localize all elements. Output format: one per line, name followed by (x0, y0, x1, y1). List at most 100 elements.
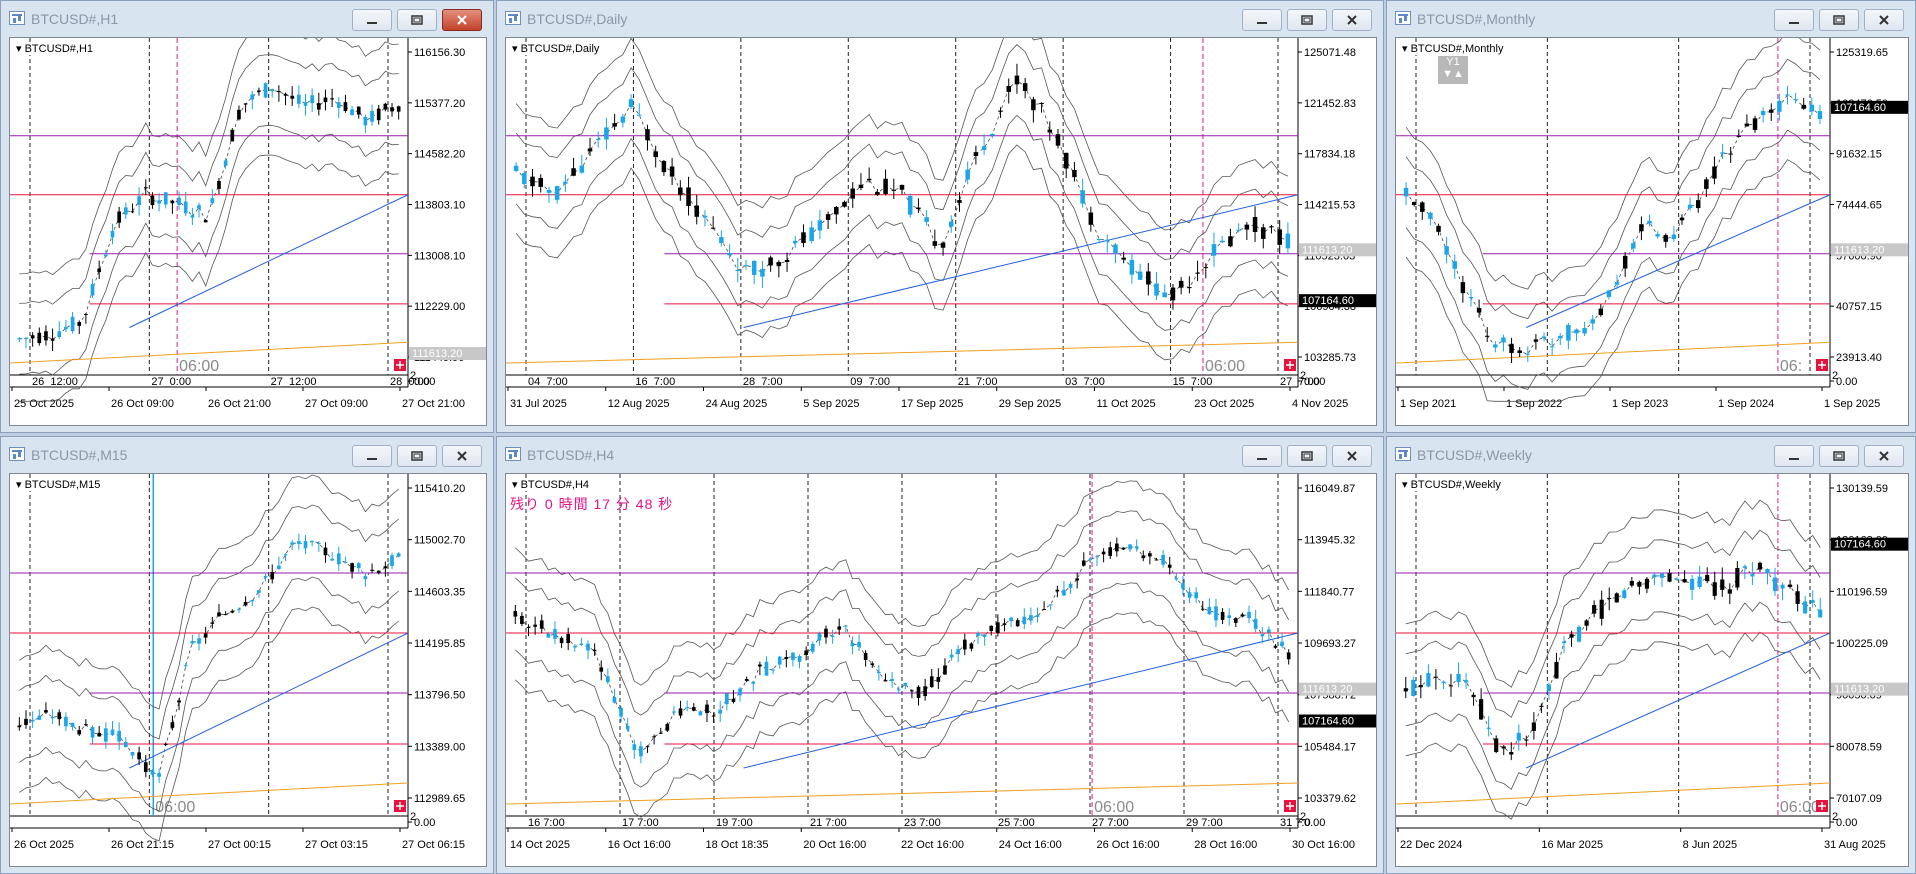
price-label: 114582.20 (414, 149, 465, 161)
window-titlebar[interactable]: BTCUSD#,M15 (1, 437, 493, 473)
session-time-label: 06:00 (1780, 799, 1820, 816)
candle-body (30, 719, 35, 722)
maximize-button[interactable] (1287, 445, 1327, 467)
indicator-scale-label: 2 (1300, 811, 1306, 823)
close-button[interactable] (1864, 9, 1904, 31)
time-label: 27 Oct 00:15 (208, 839, 271, 851)
session-time-label: 06:00 (1205, 358, 1245, 375)
candle-body (1486, 727, 1491, 729)
candle-body (1750, 574, 1755, 577)
candle-body (1501, 337, 1506, 343)
close-button[interactable] (1864, 445, 1904, 467)
trend-line[interactable] (10, 782, 409, 805)
maximize-button[interactable] (397, 9, 437, 31)
chart-window-h1[interactable]: BTCUSD#,H1 116156.30 115377.20 114582.20 113… (0, 0, 494, 433)
chart-area[interactable]: 125071.48121452.83117834.18114215.531105… (505, 37, 1377, 426)
trend-line[interactable] (10, 341, 409, 364)
period-label: 15_7:00 (1173, 376, 1213, 388)
candle-body (936, 677, 941, 682)
trend-line[interactable] (129, 632, 409, 769)
candle-body (1695, 200, 1701, 209)
window-title: BTCUSD#,H4 (527, 447, 615, 463)
period-selector-widget[interactable]: Y1 ▼▲ (1438, 56, 1468, 84)
chart-area[interactable]: 125319.65108476.5091632.1574444.6557600.… (1395, 37, 1909, 426)
maximize-button[interactable] (397, 445, 437, 467)
chart-window-h4[interactable]: BTCUSD#,H4 116049.87 113945.32 111840.77 109… (496, 436, 1384, 874)
minimize-button[interactable] (352, 445, 392, 467)
trend-line[interactable] (743, 194, 1299, 328)
candle-body (1403, 688, 1408, 692)
price-label: 114603.35 (414, 586, 465, 598)
window-titlebar[interactable]: BTCUSD#,Weekly (1387, 437, 1915, 473)
window-titlebar[interactable]: BTCUSD#,Monthly (1387, 1, 1915, 37)
period-label: 27_0:00 (151, 376, 191, 388)
trend-line[interactable] (506, 782, 1299, 805)
close-button[interactable] (1332, 9, 1372, 31)
minimize-button[interactable] (1242, 445, 1282, 467)
minimize-button[interactable] (352, 9, 392, 31)
trend-line[interactable] (506, 341, 1299, 364)
candle-body (263, 575, 268, 578)
price-label: 110196.59 (1836, 586, 1887, 598)
candle-body (163, 743, 168, 745)
time-label: 31 Jul 2025 (510, 398, 567, 410)
candle-body (290, 542, 295, 545)
candle-body (949, 221, 954, 227)
trend-line[interactable] (1525, 194, 1831, 328)
maximize-button[interactable] (1287, 9, 1327, 31)
trend-line[interactable] (1396, 782, 1831, 805)
candle-body (530, 176, 535, 187)
trend-line[interactable] (1396, 341, 1831, 364)
candle-body (1705, 574, 1710, 582)
maximize-button[interactable] (1819, 445, 1859, 467)
candle-body (923, 686, 927, 697)
candle-body (669, 166, 675, 177)
window-titlebar[interactable]: BTCUSD#,H4 (497, 437, 1383, 473)
chart-area[interactable]: 130139.59120168.09110196.59100225.099005… (1395, 473, 1909, 867)
chart-window-m15[interactable]: BTCUSD#,M15 115410.20 115002.70 114603.35 11… (0, 436, 494, 874)
trend-line[interactable] (129, 194, 409, 328)
candle-body (637, 114, 642, 116)
chart-area[interactable]: 115410.20 115002.70 114603.35 114195.85 1137… (9, 473, 487, 867)
period-label: 17 7:00 (622, 817, 659, 829)
trend-line[interactable] (1525, 632, 1831, 769)
chart-window-daily[interactable]: BTCUSD#,Daily 125071.48 121452.83 117834.18… (496, 0, 1384, 433)
arrow-down-up-icon[interactable]: ▼▲ (1442, 68, 1464, 80)
chart-window-weekly[interactable]: BTCUSD#,Weekly130139.59120168.09110196.5… (1386, 436, 1916, 874)
chart-area[interactable]: 116156.30 115377.20 114582.20 113803.10 1130… (9, 37, 487, 426)
window-titlebar[interactable]: BTCUSD#,H1 (1, 1, 493, 37)
candle-body (70, 722, 75, 728)
minimize-button[interactable] (1774, 9, 1814, 31)
candle-body (604, 127, 609, 140)
candle-body (665, 724, 670, 731)
chart-area[interactable]: 116049.87 113945.32 111840.77 109693.27 1075… (505, 473, 1377, 867)
price-label: 80078.59 (1836, 741, 1882, 753)
window-titlebar[interactable]: BTCUSD#,Daily (497, 1, 1383, 37)
maximize-icon (1301, 15, 1313, 25)
minimize-button[interactable] (1242, 9, 1282, 31)
candle-body (1712, 582, 1717, 596)
period-label: 23 7:00 (904, 817, 941, 829)
candle-body (1014, 75, 1020, 85)
candle-body (1533, 339, 1539, 342)
close-button[interactable] (442, 445, 482, 467)
maximize-icon (1301, 451, 1313, 461)
maximize-icon (1833, 451, 1845, 461)
close-button[interactable] (442, 9, 482, 31)
candle-body (973, 152, 979, 156)
chart-window-monthly[interactable]: BTCUSD#,Monthly125319.65108476.5091632.1… (1386, 0, 1916, 433)
candle-body (940, 242, 946, 248)
candle-body (857, 642, 861, 647)
candle-body (513, 610, 518, 617)
minimize-button[interactable] (1774, 445, 1814, 467)
maximize-button[interactable] (1819, 9, 1859, 31)
candle-body (1631, 243, 1636, 249)
trend-line[interactable] (743, 632, 1299, 769)
candle-body (1667, 572, 1672, 582)
maximize-icon (1833, 15, 1845, 25)
close-icon (457, 15, 467, 25)
candle-body (1428, 212, 1433, 219)
candle-body (183, 665, 188, 667)
close-button[interactable] (1332, 445, 1372, 467)
candle-body (190, 641, 195, 644)
